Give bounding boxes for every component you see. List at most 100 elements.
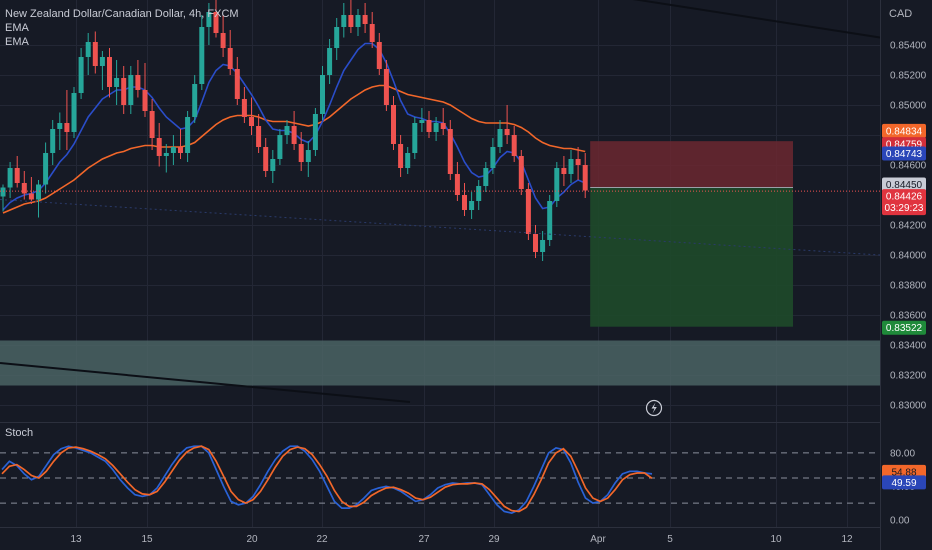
entry-price-tag: 0.84450	[886, 180, 923, 191]
candle-body	[249, 117, 254, 126]
candle-body	[21, 183, 27, 194]
price-tick-label: 0.84600	[890, 161, 927, 172]
stop-loss-zone	[590, 141, 793, 188]
candle-body	[43, 153, 49, 185]
trend-line-lower	[0, 362, 411, 403]
current-price-tag: 0.84426	[886, 192, 923, 203]
price-tick-label: 0.85400	[890, 41, 927, 52]
price-tick-label: 0.83000	[890, 401, 927, 412]
candle-body	[362, 15, 368, 24]
candle-body	[192, 84, 198, 117]
candle-body	[440, 123, 446, 129]
stoch-title[interactable]: Stoch	[5, 427, 34, 439]
candle-body	[78, 57, 84, 93]
candle-body	[554, 168, 560, 201]
candle-body	[320, 75, 325, 114]
price-tick-label: 0.83400	[890, 341, 927, 352]
candle-body	[135, 75, 141, 90]
candle-body	[270, 159, 276, 171]
candle-body	[447, 129, 453, 174]
candle-body	[511, 135, 517, 156]
price-tick-label: 0.85000	[890, 101, 927, 112]
candle-body	[298, 144, 304, 162]
candle-body	[533, 234, 538, 252]
candle-body	[92, 42, 98, 66]
candle-body	[575, 159, 581, 165]
trend-line-upper	[632, 0, 881, 39]
time-tick-label: 29	[488, 534, 500, 545]
candle-body	[582, 165, 588, 191]
ema-fast-price-tag-bg	[882, 146, 926, 161]
candle-body	[107, 57, 112, 87]
time-tick-label: 10	[770, 534, 782, 545]
time-tick-label: 20	[246, 534, 258, 545]
indicator-ema-1[interactable]: EMA	[5, 22, 29, 34]
candle-body	[412, 123, 418, 153]
stop-price-tag: 0.84759	[886, 140, 923, 151]
price-lines	[0, 190, 881, 256]
candle-body	[227, 48, 233, 69]
candles	[0, 0, 588, 261]
candle-body	[263, 147, 269, 171]
candle-body	[64, 123, 70, 132]
candle-body	[369, 24, 375, 42]
stoch-k-line	[1, 445, 653, 514]
stoch-pane	[0, 445, 880, 514]
ema-fast-price-tag: 0.84743	[886, 149, 923, 160]
candle-body	[185, 117, 191, 153]
candle-body	[0, 187, 6, 197]
candle-body	[14, 168, 20, 183]
symbol-title: New Zealand Dollar/Canadian Dollar, 4h, …	[5, 8, 239, 20]
candle-body	[7, 168, 13, 188]
indicator-ema-2[interactable]: EMA	[5, 36, 29, 48]
candle-body	[376, 42, 382, 69]
candle-body	[36, 184, 41, 200]
candle-body	[525, 189, 531, 234]
price-tick-label: 0.83600	[890, 311, 927, 322]
candle-body	[469, 201, 475, 210]
candle-body	[28, 193, 34, 200]
candle-body	[348, 15, 354, 27]
candle-body	[199, 27, 205, 84]
price-tick-label: 0.85200	[890, 71, 927, 82]
time-tick-label: 22	[316, 534, 328, 545]
time-tick-label: 12	[841, 534, 853, 545]
stoch-k-tag: 54.88	[891, 467, 916, 478]
stoch-tick-label: 80.00	[890, 448, 915, 459]
candle-body	[241, 99, 247, 117]
time-tick-label: 5	[667, 534, 673, 545]
candle-body	[256, 126, 262, 147]
time-tick-label: 27	[418, 534, 430, 545]
time-axis[interactable]: 13 15 20 22 27 29 Apr 5 10 12	[70, 534, 853, 545]
time-tick-label: 13	[70, 534, 82, 545]
candle-body	[142, 90, 148, 111]
zones	[0, 141, 880, 386]
candle-body	[57, 123, 63, 129]
candle-body	[291, 126, 297, 144]
candle-body	[178, 147, 183, 153]
candle-body	[50, 129, 56, 153]
candle-body	[433, 123, 439, 132]
candle-body	[454, 174, 460, 195]
candle-body	[121, 78, 127, 105]
current-price-tag-bg	[882, 189, 926, 216]
projection-line	[0, 199, 881, 256]
candle-body	[419, 120, 425, 123]
price-tick-label: 0.84000	[890, 251, 927, 262]
candle-body	[398, 144, 404, 168]
candle-body	[483, 168, 489, 186]
candle-body	[383, 69, 389, 105]
currency-label: CAD	[889, 8, 913, 20]
price-tick-label: 0.83200	[890, 371, 927, 382]
lightning-icon[interactable]	[645, 399, 663, 417]
candle-body	[405, 153, 411, 168]
candle-body	[391, 105, 396, 144]
candle-body	[518, 156, 524, 189]
countdown-tag: 03:29:23	[885, 203, 924, 214]
stoch-d-tag-bg	[882, 475, 926, 490]
candle-body	[426, 120, 432, 132]
candle-body	[540, 240, 546, 252]
candle-body	[149, 111, 155, 138]
candle-body	[305, 150, 311, 162]
